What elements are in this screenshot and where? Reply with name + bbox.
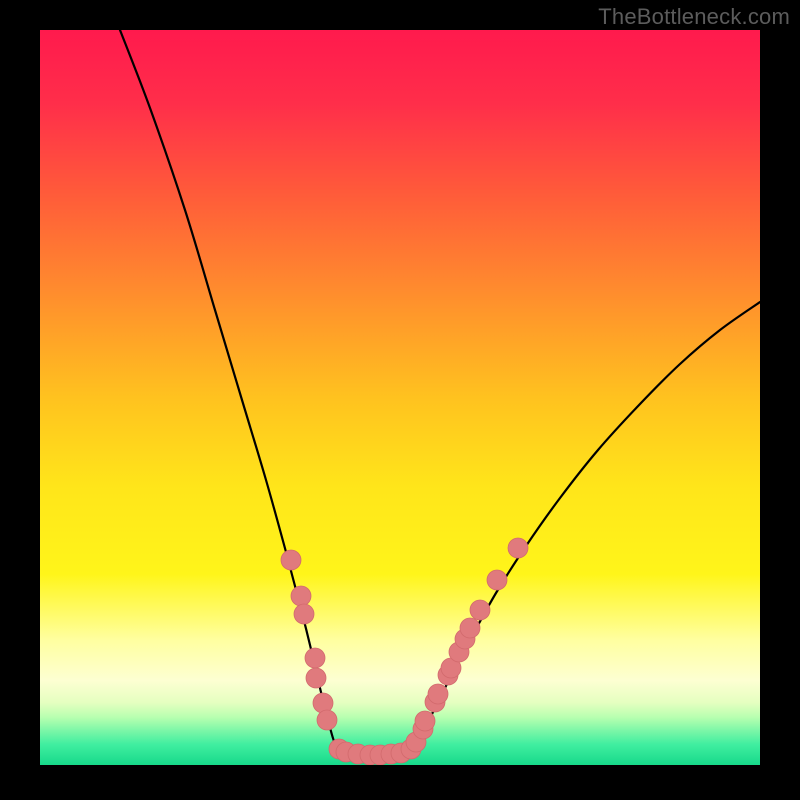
- data-marker: [508, 538, 528, 558]
- data-marker: [487, 570, 507, 590]
- data-marker: [281, 550, 301, 570]
- plot-gradient-background: [40, 30, 760, 765]
- data-marker: [291, 586, 311, 606]
- data-marker: [305, 648, 325, 668]
- data-marker: [460, 618, 480, 638]
- data-marker: [415, 711, 435, 731]
- data-marker: [306, 668, 326, 688]
- data-marker: [294, 604, 314, 624]
- chart-stage: TheBottleneck.com: [0, 0, 800, 800]
- data-marker: [317, 710, 337, 730]
- data-marker: [313, 693, 333, 713]
- data-marker: [428, 684, 448, 704]
- watermark-text: TheBottleneck.com: [598, 4, 790, 30]
- data-marker: [470, 600, 490, 620]
- chart-svg: [0, 0, 800, 800]
